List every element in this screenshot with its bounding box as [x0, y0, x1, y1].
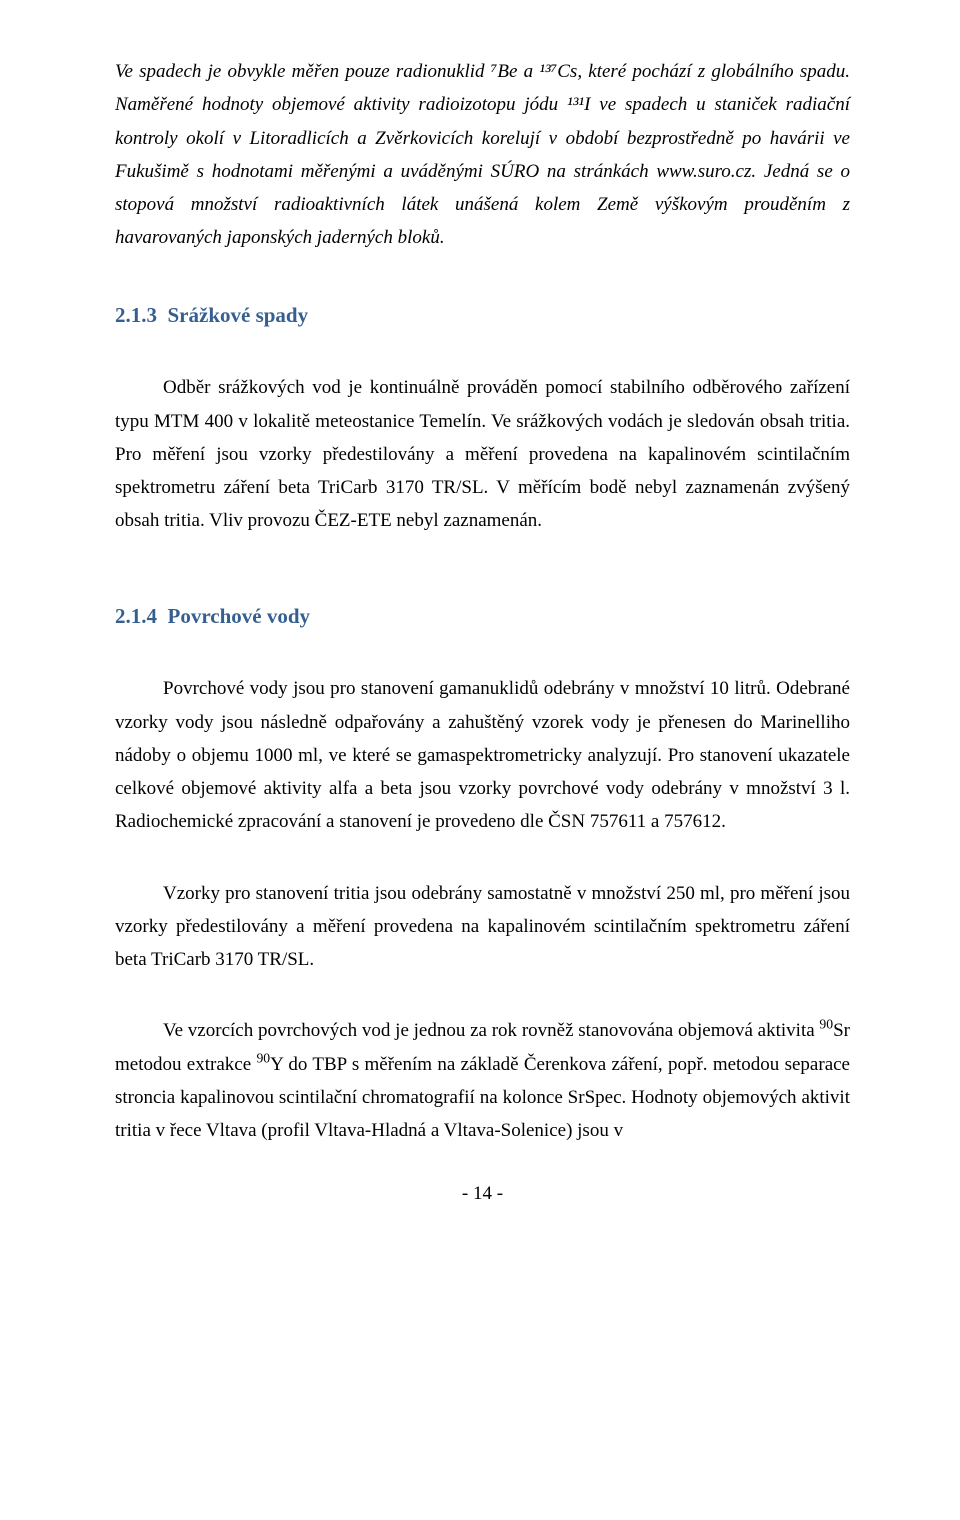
- text-segment: Ve vzorcích povrchových vod je jednou za…: [163, 1020, 819, 1041]
- paragraph-214-3: Ve vzorcích povrchových vod je jednou za…: [115, 1014, 850, 1147]
- intro-italic-paragraph: Ve spadech je obvykle měřen pouze radion…: [115, 55, 850, 255]
- heading-title: Srážkové spady: [168, 303, 309, 327]
- section-heading-213: 2.1.3 Srážkové spady: [115, 297, 850, 334]
- heading-number: 2.1.3: [115, 303, 157, 327]
- page-number: - 14 -: [115, 1177, 850, 1210]
- paragraph-214-2: Vzorky pro stanovení tritia jsou odebrán…: [115, 877, 850, 977]
- paragraph-213: Odběr srážkových vod je kontinuálně prov…: [115, 371, 850, 537]
- superscript: 90: [256, 1050, 270, 1065]
- superscript: 90: [819, 1017, 833, 1032]
- section-heading-214: 2.1.4 Povrchové vody: [115, 598, 850, 635]
- heading-title: Povrchové vody: [168, 604, 311, 628]
- paragraph-214-1: Povrchové vody jsou pro stanovení gamanu…: [115, 672, 850, 838]
- heading-number: 2.1.4: [115, 604, 157, 628]
